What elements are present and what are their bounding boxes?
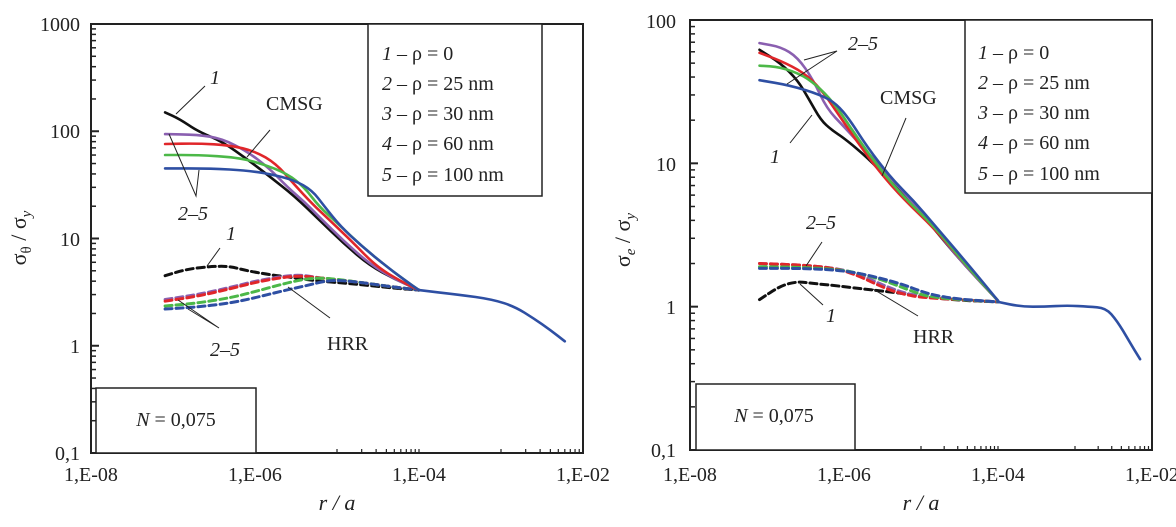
left-n-box	[95, 387, 257, 454]
legend-entry: 5 – ρ = 100 nm	[978, 163, 1100, 185]
right-x-tick-label: 1,E-06	[817, 464, 871, 486]
left-legend: 1 – ρ = 0 2 – ρ = 25 nm 3 – ρ = 30 nm 4 …	[381, 43, 504, 186]
series-5-cmsg	[163, 167, 421, 292]
legend-entry: 3 – ρ = 30 nm	[381, 103, 494, 125]
leader-line	[287, 286, 331, 319]
right-n-label: N = 0,075	[733, 405, 814, 427]
right-label-1-dashed: 1	[826, 305, 836, 327]
right-x-tick-label: 1,E-02	[1125, 464, 1176, 486]
leader-line	[789, 114, 813, 144]
left-series	[163, 111, 567, 343]
left-y-tick-label: 100	[50, 121, 80, 143]
left-n-label: N = 0,075	[135, 409, 216, 431]
left-x-tick-label: 1,E-08	[64, 464, 118, 486]
right-annotations: 2–5 CMSG 1 2–5 1 HRR	[770, 33, 955, 348]
leader-line	[881, 117, 907, 177]
legend-entry: 1 – ρ = 0	[382, 43, 453, 65]
right-n-box	[695, 383, 856, 451]
right-y-tick-label: 0,1	[651, 440, 676, 462]
right-chart: 0,1 1 10 100 1,E-08 1,E-06 1,E-04 1,E-02…	[610, 11, 1176, 515]
left-label-25-solid: 2–5	[178, 203, 208, 225]
series-3-hrr	[758, 262, 1000, 304]
left-label-25-dashed: 2–5	[210, 339, 240, 361]
legend-entry: 4 – ρ = 60 nm	[978, 132, 1090, 154]
series-1-hrr	[163, 264, 421, 292]
right-label-25-solid: 2–5	[848, 33, 878, 55]
left-label-cmsg: CMSG	[266, 93, 323, 115]
leader-line	[805, 241, 823, 267]
left-y-tick-label: 10	[60, 229, 80, 251]
legend-entry: 2 – ρ = 25 nm	[382, 73, 494, 95]
right-y-tick-label: 10	[656, 154, 676, 176]
legend-entry: 5 – ρ = 100 nm	[382, 164, 504, 186]
series-4-cmsg	[758, 64, 1000, 302]
leader-line	[246, 129, 271, 158]
right-series	[758, 41, 1142, 361]
right-label-1-solid: 1	[770, 146, 780, 168]
legend-entry: 4 – ρ = 60 nm	[382, 133, 494, 155]
left-y-ticks	[91, 28, 99, 454]
legend-entry: 1 – ρ = 0	[978, 42, 1049, 64]
leader-line	[872, 288, 919, 317]
series-1-cmsg	[163, 111, 421, 292]
leader-line	[175, 85, 206, 115]
left-x-axis-title: r / a	[319, 490, 356, 515]
right-y-tick-label: 1	[666, 297, 676, 319]
left-x-tick-label: 1,E-02	[556, 464, 610, 486]
series-common-tail	[996, 300, 1142, 361]
right-y-axis-title: σe / σy	[610, 213, 639, 268]
left-chart: 0,1 1 10 100 1000 1,E-08 1,E-06 1,E-04 1…	[6, 14, 610, 515]
series-5-cmsg	[758, 78, 1000, 302]
left-label-1-solid: 1	[210, 67, 220, 89]
right-legend: 1 – ρ = 0 2 – ρ = 25 nm 3 – ρ = 30 nm 4 …	[977, 42, 1100, 185]
right-label-hrr: HRR	[913, 326, 955, 348]
series-2-cmsg	[758, 41, 1000, 302]
legend-entry: 2 – ρ = 25 nm	[978, 72, 1090, 94]
right-label-25-dashed: 2–5	[806, 212, 836, 234]
left-x-tick-label: 1,E-06	[228, 464, 282, 486]
series-common-tail	[417, 288, 567, 343]
leader-line	[206, 247, 221, 267]
series-5-hrr	[758, 266, 1000, 304]
left-x-tick-label: 1,E-04	[392, 464, 446, 486]
leader-line	[177, 299, 220, 329]
left-legend-box	[367, 23, 543, 197]
legend-entry: 3 – ρ = 30 nm	[977, 102, 1090, 124]
leader-line	[786, 50, 838, 85]
right-x-tick-label: 1,E-08	[663, 464, 717, 486]
right-label-cmsg: CMSG	[880, 87, 937, 109]
left-y-tick-label: 1000	[40, 14, 80, 36]
right-y-tick-label: 100	[646, 11, 676, 33]
left-label-hrr: HRR	[327, 333, 369, 355]
right-y-ticks	[690, 25, 698, 451]
left-y-tick-label: 1	[70, 336, 80, 358]
series-2-cmsg	[163, 132, 421, 292]
leader-line	[168, 133, 200, 198]
leader-line	[799, 283, 824, 306]
right-legend-box	[964, 19, 1153, 194]
right-x-tick-label: 1,E-04	[971, 464, 1025, 486]
series-5-hrr	[163, 279, 421, 311]
left-annotations: 1 CMSG 2–5 1 2–5 HRR	[168, 67, 369, 361]
right-x-axis-title: r / a	[903, 490, 940, 515]
series-3-cmsg	[163, 142, 421, 292]
left-label-1-dashed: 1	[226, 223, 236, 245]
left-y-tick-label: 0,1	[55, 443, 80, 465]
left-y-axis-title: σθ / σy	[6, 210, 35, 265]
